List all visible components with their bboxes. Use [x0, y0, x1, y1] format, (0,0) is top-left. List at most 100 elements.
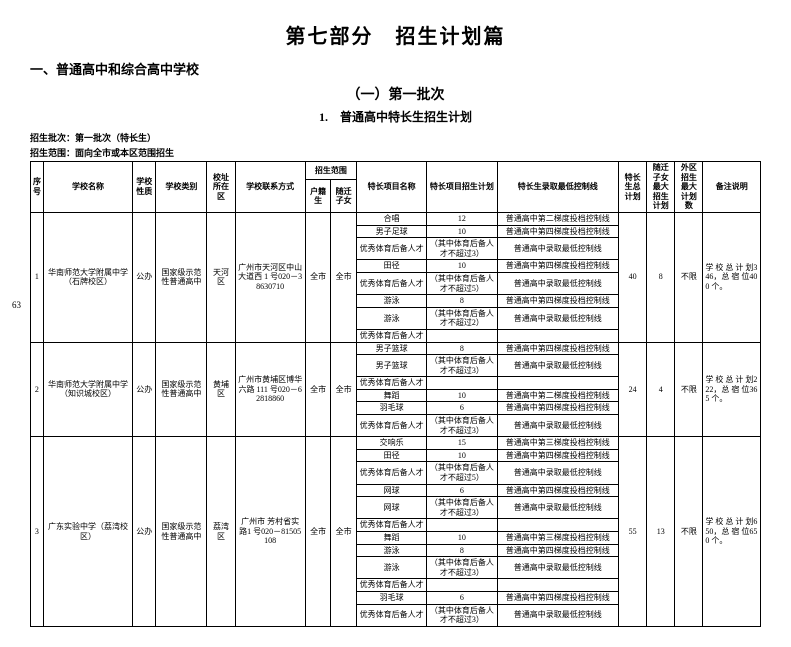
cell-sz_max: 13 [647, 437, 675, 627]
cell-type: 国家级示范性普通高中 [156, 342, 207, 437]
th-nature: 学校性质 [133, 162, 156, 213]
cell-hk: 全市 [305, 212, 331, 342]
cell-plan: 8 [427, 342, 497, 355]
cell-line: 普通高中录取最低控制线 [497, 462, 618, 484]
cell-plan: 6 [427, 402, 497, 415]
cell-proj: 合唱 [356, 212, 426, 225]
cell-proj: 田径 [356, 260, 426, 273]
cell-sz_max: 8 [647, 212, 675, 342]
cell-total: 24 [619, 342, 647, 437]
th-school: 学校名称 [43, 162, 132, 213]
cell-proj: 游泳 [356, 557, 426, 579]
cell-line: 普通高中录取最低控制线 [497, 604, 618, 626]
cell-proj: 男子足球 [356, 225, 426, 238]
th-total: 特长生总计划 [619, 162, 647, 213]
cell-line: 普通高中录取最低控制线 [497, 355, 618, 377]
cell-proj: 优秀体育后备人才 [356, 604, 426, 626]
cell-name: 华南师范大学附属中学（石牌校区） [43, 212, 132, 342]
cell-line [497, 329, 618, 342]
th-idx: 序号 [31, 162, 44, 213]
cell-plan: 10 [427, 260, 497, 273]
cell-proj: 游泳 [356, 307, 426, 329]
cell-line: 普通高中第四梯度投档控制线 [497, 484, 618, 497]
cell-plan: （其中体育后备人才不超过5） [427, 272, 497, 294]
cell-proj: 羽毛球 [356, 402, 426, 415]
cell-line: 普通高中第四梯度投档控制线 [497, 342, 618, 355]
cell-plan: （其中体育后备人才不超过2） [427, 307, 497, 329]
cell-proj: 优秀体育后备人才 [356, 272, 426, 294]
cell-hk: 全市 [305, 342, 331, 437]
cell-total: 40 [619, 212, 647, 342]
cell-name: 广东实验中学（荔湾校区） [43, 437, 132, 627]
cell-proj: 舞蹈 [356, 532, 426, 545]
cell-line: 普通高中录取最低控制线 [497, 557, 618, 579]
th-note: 备注说明 [703, 162, 761, 213]
cell-line: 普通高中第四梯度投档控制线 [497, 402, 618, 415]
cell-total: 55 [619, 437, 647, 627]
cell-type: 国家级示范性普通高中 [156, 437, 207, 627]
cell-proj: 男子篮球 [356, 342, 426, 355]
cell-line: 普通高中录取最低控制线 [497, 272, 618, 294]
cell-plan: 6 [427, 484, 497, 497]
th-hk: 户籍生 [305, 180, 331, 213]
cell-plan [427, 377, 497, 390]
cell-line: 普通高中第三梯度投档控制线 [497, 437, 618, 450]
page-number: 63 [12, 300, 21, 310]
cell-plan: 8 [427, 295, 497, 308]
cell-line: 普通高中第二梯度投档控制线 [497, 389, 618, 402]
cell-loc: 黄埔区 [207, 342, 235, 437]
cell-loc: 天河区 [207, 212, 235, 342]
cell-line: 普通高中第四梯度投档控制线 [497, 260, 618, 273]
cell-sz: 全市 [331, 342, 357, 437]
cell-out_max: 不限 [675, 437, 703, 627]
cell-contact: 广州市 芳村省实路1 号020－81505108 [235, 437, 305, 627]
cell-plan: 10 [427, 389, 497, 402]
cell-line: 普通高中第二梯度投档控制线 [497, 212, 618, 225]
cell-line: 普通高中录取最低控制线 [497, 307, 618, 329]
cell-line: 普通高中录取最低控制线 [497, 415, 618, 437]
cell-proj: 优秀体育后备人才 [356, 238, 426, 260]
cell-note: 学 校 总 计 划346，总 宿 位400 个。 [703, 212, 761, 342]
main-title: 第七部分 招生计划篇 [30, 20, 761, 49]
cell-proj: 优秀体育后备人才 [356, 462, 426, 484]
th-outmax: 外区招生最大计划数 [675, 162, 703, 213]
cell-line: 普通高中录取最低控制线 [497, 238, 618, 260]
cell-proj: 优秀体育后备人才 [356, 329, 426, 342]
table-row: 3广东实验中学（荔湾校区）公办国家级示范性普通高中荔湾区广州市 芳村省实路1 号… [31, 437, 761, 450]
cell-out_max: 不限 [675, 342, 703, 437]
cell-hk: 全市 [305, 437, 331, 627]
cell-type: 国家级示范性普通高中 [156, 212, 207, 342]
th-plan: 特长项目招生计划 [427, 162, 497, 213]
section-heading: 一、普通高中和综合高中学校 [30, 59, 761, 78]
cell-plan: 15 [427, 437, 497, 450]
meta-batch: 招生批次：第一批次（特长生） [30, 131, 761, 144]
cell-line: 普通高中第四梯度投档控制线 [497, 225, 618, 238]
cell-contact: 广州市天河区中山大道西 1 号020－38630710 [235, 212, 305, 342]
cell-nature: 公办 [133, 437, 156, 627]
cell-line: 普通高中第四梯度投档控制线 [497, 544, 618, 557]
cell-plan: （其中体育后备人才不超过3） [427, 557, 497, 579]
cell-proj: 男子篮球 [356, 355, 426, 377]
table-row: 1华南师范大学附属中学（石牌校区）公办国家级示范性普通高中天河区广州市天河区中山… [31, 212, 761, 225]
cell-plan: 8 [427, 544, 497, 557]
cell-line: 普通高中第三梯度投档控制线 [497, 532, 618, 545]
th-contact: 学校联系方式 [235, 162, 305, 213]
cell-line: 普通高中录取最低控制线 [497, 497, 618, 519]
cell-proj: 舞蹈 [356, 389, 426, 402]
cell-proj: 游泳 [356, 544, 426, 557]
table-row: 2华南师范大学附属中学（知识城校区）公办国家级示范性普通高中黄埔区广州市黄埔区博… [31, 342, 761, 355]
table-title: 1. 普通高中特长生招生计划 [30, 108, 761, 125]
cell-proj: 游泳 [356, 295, 426, 308]
cell-plan: 10 [427, 449, 497, 462]
cell-line: 普通高中第四梯度投档控制线 [497, 591, 618, 604]
cell-plan: （其中体育后备人才不超过3） [427, 415, 497, 437]
cell-idx: 1 [31, 212, 44, 342]
th-scope: 招生范围 [305, 162, 356, 180]
cell-plan: 6 [427, 591, 497, 604]
cell-plan [427, 329, 497, 342]
cell-plan: （其中体育后备人才不超过5） [427, 462, 497, 484]
cell-idx: 2 [31, 342, 44, 437]
meta-scope: 招生范围：面向全市或本区范围招生 [30, 146, 761, 159]
cell-sz_max: 4 [647, 342, 675, 437]
cell-loc: 荔湾区 [207, 437, 235, 627]
